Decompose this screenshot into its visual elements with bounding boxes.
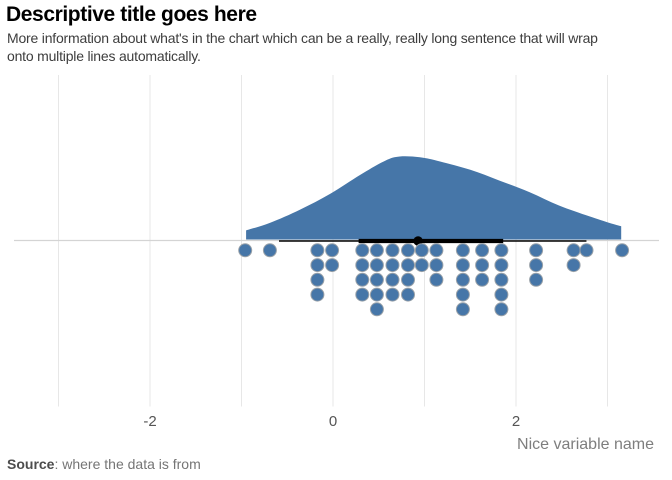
median-marker [413,236,423,246]
source-label: Source [7,456,55,472]
data-dot [494,272,509,287]
source-note: Source: where the data is from [7,456,201,472]
data-dot [566,258,581,273]
data-dot [355,272,370,287]
data-dot [355,243,370,258]
chart-subtitle-line1: More information about what's in the cha… [7,30,598,46]
data-dot [414,243,429,258]
source-text: : where the data is from [54,456,201,472]
data-dot [494,302,509,317]
data-dot [401,258,415,273]
data-dot [429,272,444,287]
data-dot [401,287,415,302]
chart-subtitle: More information about what's in the cha… [7,30,598,65]
data-dot [529,272,544,287]
x-tick-label-two: 2 [511,413,521,430]
data-dot [494,287,509,302]
data-dot [325,243,340,258]
x-tick-label-zero: 0 [328,413,338,430]
data-dot [529,243,544,258]
data-dot [369,287,384,302]
density-area [246,156,622,240]
data-dot [475,243,490,258]
data-dot [455,243,470,258]
data-dot [494,258,509,273]
data-dot [310,243,325,258]
chart-subtitle-line2: onto multiple lines automatically. [7,47,201,64]
x-tick-label-minus2: -2 [143,413,157,430]
data-dot [529,258,544,273]
data-dot [566,243,581,258]
chart-title: Descriptive title goes here [6,3,257,26]
data-dot [414,258,429,273]
data-dot [579,243,594,258]
data-dot [385,272,400,287]
data-dot [455,258,470,273]
data-dot [369,243,384,258]
data-dot [325,258,340,273]
data-dot [455,287,470,302]
data-dot [429,258,444,273]
x-axis-title: Nice variable name [517,436,654,453]
data-dot [385,243,400,258]
data-dot [310,258,325,273]
data-dot [310,287,325,302]
data-dot [494,243,509,258]
data-dot [369,302,384,317]
data-dot [385,287,400,302]
data-dot [310,272,325,287]
data-dot [262,243,277,258]
data-dot [455,272,470,287]
data-dot [355,258,370,273]
data-dot [401,272,415,287]
data-dot [355,287,370,302]
data-dot [401,243,415,258]
data-dot [369,258,384,273]
data-dot [369,272,384,287]
data-dot [615,243,630,258]
data-dot [455,302,470,317]
data-dot [429,243,444,258]
data-dot [238,243,253,258]
data-dot [475,272,490,287]
data-dot [385,258,400,273]
data-dot [475,258,490,273]
